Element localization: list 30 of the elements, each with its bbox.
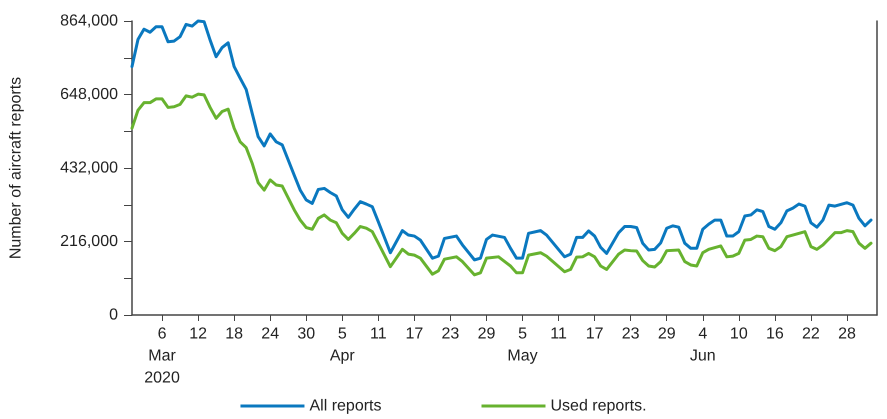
x-tick-label: 5 May [507, 326, 538, 364]
line-series [130, 20, 872, 262]
y-tick-label: 432,000 [60, 160, 118, 176]
x-tick-label: 18 [225, 326, 244, 342]
x-tick-label: 5 Apr [330, 326, 356, 364]
x-tick-label: 17 [586, 326, 604, 342]
x-tick-label: 12 [189, 326, 208, 342]
y-axis-title: Number of aircraft reports [8, 76, 24, 260]
legend-label: All reports [309, 398, 382, 414]
x-tick-label: 23 [622, 326, 640, 342]
x-tick-label: 4 Jun [690, 326, 716, 364]
y-tick-label: 864,000 [60, 12, 118, 30]
x-tick-label: 30 [297, 326, 316, 342]
x-tick-label: 11 [550, 326, 567, 342]
x-tick-label: 24 [261, 326, 280, 342]
x-tick-label: 23 [442, 326, 460, 342]
x-tick-label: 17 [405, 326, 424, 342]
x-tick-label: 22 [802, 326, 820, 342]
y-tick-label: 0 [109, 306, 118, 324]
x-tick-label: 11 [370, 326, 387, 342]
x-tick-label: 10 [730, 326, 748, 342]
y-tick-label: 648,000 [60, 86, 118, 103]
x-tick-label: 29 [478, 326, 496, 342]
x-tick-label: 6 Mar 2020 [144, 326, 180, 386]
x-tick-label: 16 [766, 326, 784, 342]
x-tick-label: 29 [658, 326, 676, 342]
legend-label: Used reports. [550, 398, 647, 414]
y-tick-label: 216,000 [60, 233, 118, 250]
line-series [130, 92, 872, 276]
x-tick-label: 28 [838, 326, 856, 342]
